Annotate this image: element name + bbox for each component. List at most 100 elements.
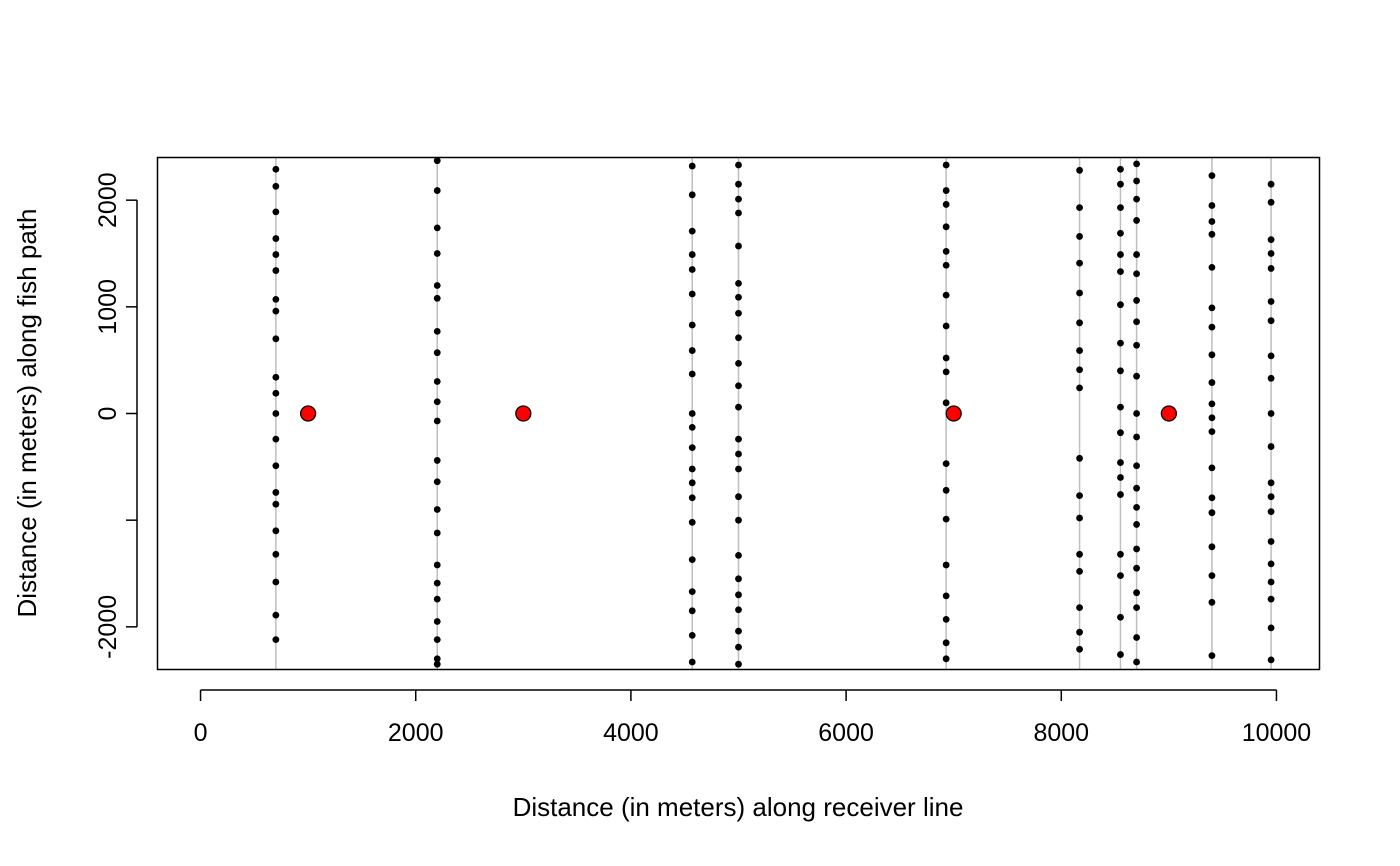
detection-point xyxy=(1117,429,1124,437)
detection-point xyxy=(1076,550,1083,558)
detection-point xyxy=(735,161,742,169)
detection-point xyxy=(1208,263,1216,271)
detection-point xyxy=(735,627,742,635)
y-tick-label: 2000 xyxy=(94,172,122,228)
detection-point xyxy=(942,460,950,468)
detection-point xyxy=(272,636,280,644)
detection-point xyxy=(1117,251,1124,258)
detection-point xyxy=(1208,428,1216,436)
detection-point xyxy=(942,322,950,330)
detection-point xyxy=(735,606,742,614)
detection-point xyxy=(688,494,696,502)
detection-point xyxy=(272,335,280,343)
y-axis: -2000 0 1000 2000 xyxy=(94,172,138,659)
detection-point xyxy=(272,410,280,417)
detection-point xyxy=(272,527,280,535)
detection-point xyxy=(433,579,441,587)
detection-point xyxy=(1076,233,1083,240)
detection-point xyxy=(1267,250,1275,257)
detection-point xyxy=(1076,289,1083,297)
detection-point xyxy=(1076,259,1083,267)
x-tick-label: 8000 xyxy=(1033,719,1089,747)
x-axis: 0 2000 4000 6000 8000 10000 xyxy=(194,689,1312,747)
detection-point xyxy=(1267,479,1275,487)
detection-point xyxy=(688,410,696,417)
detection-point xyxy=(1267,595,1275,603)
detection-point xyxy=(1208,543,1216,551)
detection-point xyxy=(1117,301,1124,309)
detection-point xyxy=(1076,567,1083,575)
detection-point xyxy=(688,370,696,378)
detection-point xyxy=(433,595,441,603)
detection-point xyxy=(942,354,950,362)
x-tick-label: 10000 xyxy=(1242,719,1312,747)
detection-point xyxy=(1267,180,1275,188)
detection-point xyxy=(272,611,280,619)
detection-point xyxy=(735,450,742,458)
detection-point xyxy=(735,435,742,443)
detection-point xyxy=(433,561,441,569)
detection-point xyxy=(1267,493,1275,501)
detection-point xyxy=(942,615,950,623)
detection-point xyxy=(1076,204,1083,212)
detection-point xyxy=(1133,270,1140,278)
detection-point xyxy=(433,529,441,537)
detection-point xyxy=(735,334,742,342)
detection-point xyxy=(1117,180,1124,188)
detection-point xyxy=(1133,217,1140,224)
detection-point xyxy=(1133,297,1140,304)
detection-point xyxy=(272,251,280,258)
detection-point xyxy=(735,382,742,390)
detection-point xyxy=(1267,236,1275,244)
detection-point xyxy=(272,435,280,443)
detection-point xyxy=(1208,414,1216,422)
detection-point xyxy=(735,195,742,203)
detection-point xyxy=(1076,384,1083,392)
detection-point xyxy=(433,506,441,513)
detection-point xyxy=(688,607,696,615)
detection-point xyxy=(433,378,441,385)
detection-point xyxy=(1133,658,1140,666)
detection-point xyxy=(942,291,950,299)
detection-point xyxy=(1133,462,1140,470)
y-tick-label: -2000 xyxy=(94,595,122,659)
detection-point xyxy=(1133,503,1140,511)
detection-point xyxy=(942,399,950,407)
detection-point xyxy=(272,182,280,190)
detection-point xyxy=(433,457,441,464)
detection-point xyxy=(1133,341,1140,349)
detection-point xyxy=(942,639,950,647)
detection-point xyxy=(1076,604,1083,612)
detection-point xyxy=(1117,268,1124,276)
detection-point xyxy=(688,479,696,487)
detection-point xyxy=(1076,514,1083,522)
detection-point xyxy=(1267,508,1275,516)
detection-point xyxy=(1076,347,1083,354)
detection-point xyxy=(1208,323,1216,331)
detection-point xyxy=(735,575,742,583)
detection-point xyxy=(735,209,742,217)
detection-point xyxy=(1208,351,1216,359)
detection-point xyxy=(1117,459,1124,466)
detection-point xyxy=(1267,298,1275,305)
detection-point xyxy=(1117,339,1124,347)
detection-point xyxy=(1133,160,1140,168)
detection-point xyxy=(433,478,441,486)
detection-point xyxy=(1208,494,1216,502)
fish-position-point xyxy=(299,405,317,422)
detection-point xyxy=(1117,550,1124,558)
detection-point xyxy=(942,655,950,663)
detection-point xyxy=(1267,443,1275,450)
detection-point xyxy=(433,294,441,302)
detection-point xyxy=(688,556,696,564)
fish-positions-layer xyxy=(299,405,1178,422)
detection-point xyxy=(688,347,696,354)
detection-point xyxy=(1133,177,1140,185)
detection-point xyxy=(1208,202,1216,209)
detection-point xyxy=(1133,318,1140,326)
fish-position-point xyxy=(1160,405,1178,422)
detection-point xyxy=(272,462,280,470)
detection-point xyxy=(942,592,950,600)
detection-point xyxy=(1133,634,1140,641)
